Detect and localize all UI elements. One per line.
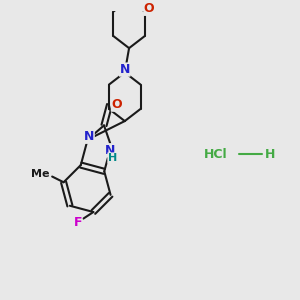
Text: O: O xyxy=(144,2,154,15)
Text: H: H xyxy=(265,148,275,161)
Text: HCl: HCl xyxy=(204,148,228,161)
Text: H: H xyxy=(108,153,117,163)
Text: Me: Me xyxy=(32,169,50,179)
Text: O: O xyxy=(111,98,122,111)
Text: F: F xyxy=(74,215,82,229)
Text: N: N xyxy=(104,144,115,157)
Text: N: N xyxy=(120,63,130,76)
Text: N: N xyxy=(84,130,94,143)
